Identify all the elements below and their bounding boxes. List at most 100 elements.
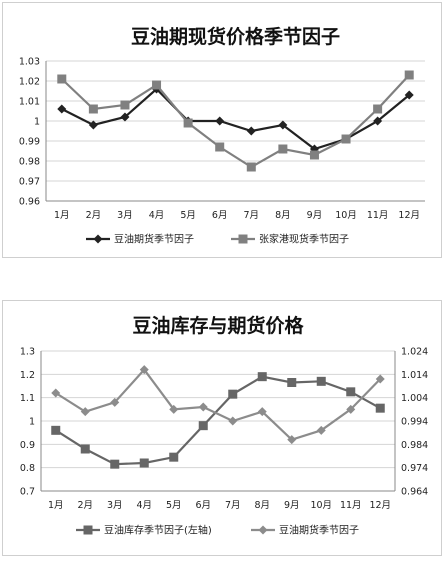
chart-1-series-1-point bbox=[309, 150, 319, 160]
chart-2-y2-tick-label: 0.984 bbox=[401, 440, 428, 451]
chart-2-x-tick-label: 6月 bbox=[195, 500, 211, 511]
chart-2-series-1-line bbox=[55, 367, 382, 441]
chart-2-x-tick-label: 5月 bbox=[166, 500, 182, 511]
chart-1-series-0-point bbox=[404, 90, 414, 100]
chart-2-series-0-point bbox=[228, 389, 238, 399]
chart-1-series-1-point bbox=[152, 80, 162, 90]
chart-2-series-1-point bbox=[110, 397, 120, 407]
chart-2-series-0-point bbox=[316, 376, 326, 386]
chart-1-x-tick-label: 7月 bbox=[244, 210, 260, 221]
chart-2-series-0-point bbox=[198, 421, 208, 431]
chart-1-x-tick-label: 6月 bbox=[212, 210, 228, 221]
chart-2-y-tick-label: 1 bbox=[29, 417, 35, 428]
chart-1-y-tick-label: 1.02 bbox=[19, 77, 40, 88]
chart-1-series-1-point bbox=[373, 104, 383, 114]
chart-1-series-1-line bbox=[61, 74, 411, 169]
chart-2-series-1-point bbox=[257, 407, 267, 417]
chart-2-y-tick-label: 0.9 bbox=[20, 440, 35, 451]
chart-1-title: 豆油期现货价格季节因子 bbox=[131, 25, 340, 48]
chart-2-y2-tick-label: 0.964 bbox=[401, 487, 428, 498]
chart-1-series-1-point bbox=[404, 70, 414, 80]
chart-2-x-tick-label: 3月 bbox=[107, 500, 123, 511]
chart-2-series-1-point bbox=[316, 425, 326, 435]
chart-2-y2-tick-label: 0.994 bbox=[401, 417, 428, 428]
chart-2-series-0-point bbox=[257, 372, 267, 382]
chart-1-series-1-point bbox=[120, 100, 130, 110]
chart-1-x-tick-label: 10月 bbox=[335, 210, 357, 221]
chart-2-series-1-point bbox=[375, 374, 385, 384]
chart-1-series-0-point bbox=[215, 116, 225, 126]
chart-1-x-tick-label: 11月 bbox=[367, 210, 389, 221]
chart-2-legend-0-marker bbox=[83, 525, 93, 535]
chart-2-series-0-point bbox=[51, 425, 61, 435]
chart-2-y-tick-label: 1.1 bbox=[20, 393, 35, 404]
chart-2-series-0-point bbox=[139, 458, 149, 468]
chart-2-x-tick-label: 8月 bbox=[254, 500, 270, 511]
chart-1-x-tick-label: 2月 bbox=[86, 210, 102, 221]
chart-1-series-1-point bbox=[215, 142, 225, 152]
chart-2-series-1-point bbox=[198, 402, 208, 412]
chart-1-x-tick-label: 5月 bbox=[180, 210, 196, 221]
chart-2-y2-tick-label: 1.004 bbox=[401, 393, 428, 404]
chart-2-y-tick-label: 1.2 bbox=[20, 370, 35, 381]
chart-1-series-0-point bbox=[246, 126, 256, 136]
chart-1-series-1-point bbox=[246, 162, 256, 172]
chart-1-series-1-point bbox=[88, 104, 98, 114]
chart-1-x-tick-label: 3月 bbox=[117, 210, 133, 221]
chart-1-y-tick-label: 0.99 bbox=[19, 137, 40, 148]
chart-1-y-tick-label: 1 bbox=[34, 117, 40, 128]
chart-1-y-tick-label: 1.03 bbox=[19, 57, 40, 68]
chart-2-y-tick-label: 1.3 bbox=[20, 347, 35, 358]
chart-1-y-tick-label: 1.01 bbox=[19, 97, 40, 108]
chart-2-x-tick-label: 4月 bbox=[136, 500, 152, 511]
chart-2-x-tick-label: 2月 bbox=[77, 500, 93, 511]
chart-2-series-0-point bbox=[375, 403, 385, 413]
chart-1-series-0-point bbox=[373, 116, 383, 126]
chart-2-y2-tick-label: 0.974 bbox=[401, 463, 428, 474]
chart-2-y-tick-label: 0.8 bbox=[20, 463, 35, 474]
chart-2-series-0-line bbox=[55, 375, 381, 466]
chart-1-series-0-point bbox=[120, 112, 130, 122]
chart-2-series-0-point bbox=[110, 459, 120, 469]
chart-2-legend-0-label: 豆油库存季节因子(左轴) bbox=[104, 524, 212, 537]
chart-panel-2: 豆油库存与期货价格 0.7 0.8 0.9 1 1.1 1.2 1.3 0.964 0.974 0.… bbox=[2, 300, 442, 556]
chart-1-series-1-point bbox=[183, 118, 193, 128]
chart-2-x-tick-label: 11月 bbox=[340, 500, 362, 511]
chart-1-y-tick-label: 0.96 bbox=[19, 197, 40, 208]
chart-2-series-1-point bbox=[228, 416, 238, 426]
chart-2-series-1-point bbox=[169, 404, 179, 414]
chart-2-series-1-point bbox=[80, 407, 90, 417]
chart-1-series-0-point bbox=[88, 120, 98, 130]
chart-2-series-1-point bbox=[139, 365, 149, 375]
chart-2-series-1-point bbox=[346, 404, 356, 414]
chart-2-x-tick-label: 1月 bbox=[48, 500, 64, 511]
chart-1-series-1-point bbox=[278, 144, 288, 154]
chart-2-title: 豆油库存与期货价格 bbox=[132, 314, 304, 337]
chart-2-x-tick-label: 10月 bbox=[310, 500, 332, 511]
chart-1-x-tick-label: 1月 bbox=[54, 210, 70, 221]
chart-2-x-tick-label: 7月 bbox=[225, 500, 241, 511]
chart-svg-1: 豆油期现货价格季节因子 0.96 0.97 0.98 0.99 1 1.01 1.02 1.03… bbox=[19, 25, 425, 246]
chart-2-y-tick-label: 0.7 bbox=[20, 487, 35, 498]
chart-2-series-0-point bbox=[169, 452, 179, 462]
chart-svg-2: 豆油库存与期货价格 0.7 0.8 0.9 1 1.1 1.2 1.3 0.964 0.974 0.… bbox=[20, 314, 428, 537]
chart-1-series-0-point bbox=[278, 120, 288, 130]
chart-1-x-tick-label: 12月 bbox=[398, 210, 420, 221]
chart-1-series-0-line bbox=[61, 87, 410, 151]
chart-2-series-1-point bbox=[287, 435, 297, 445]
chart-2-series-0-point bbox=[80, 444, 90, 454]
chart-2-legend-1-marker bbox=[258, 525, 268, 535]
chart-1-y-tick-label: 0.97 bbox=[19, 177, 40, 188]
chart-2-series-0-point bbox=[346, 387, 356, 397]
chart-1-y-tick-label: 0.98 bbox=[19, 157, 40, 168]
chart-panel-1: 豆油期现货价格季节因子 0.96 0.97 0.98 0.99 1 1.01 1.02 1.03… bbox=[2, 2, 442, 258]
chart-2-series-1-point bbox=[51, 388, 61, 398]
chart-1-x-tick-label: 8月 bbox=[275, 210, 291, 221]
chart-1-series-1-point bbox=[57, 74, 67, 84]
chart-2-y2-tick-label: 1.024 bbox=[401, 347, 428, 358]
chart-1-legend-1-marker bbox=[238, 234, 248, 244]
chart-1-series-0-point bbox=[57, 104, 67, 114]
chart-1-legend-0-marker bbox=[93, 234, 103, 244]
chart-1-series-1-point bbox=[341, 134, 351, 144]
chart-2-x-tick-label: 12月 bbox=[369, 500, 391, 511]
